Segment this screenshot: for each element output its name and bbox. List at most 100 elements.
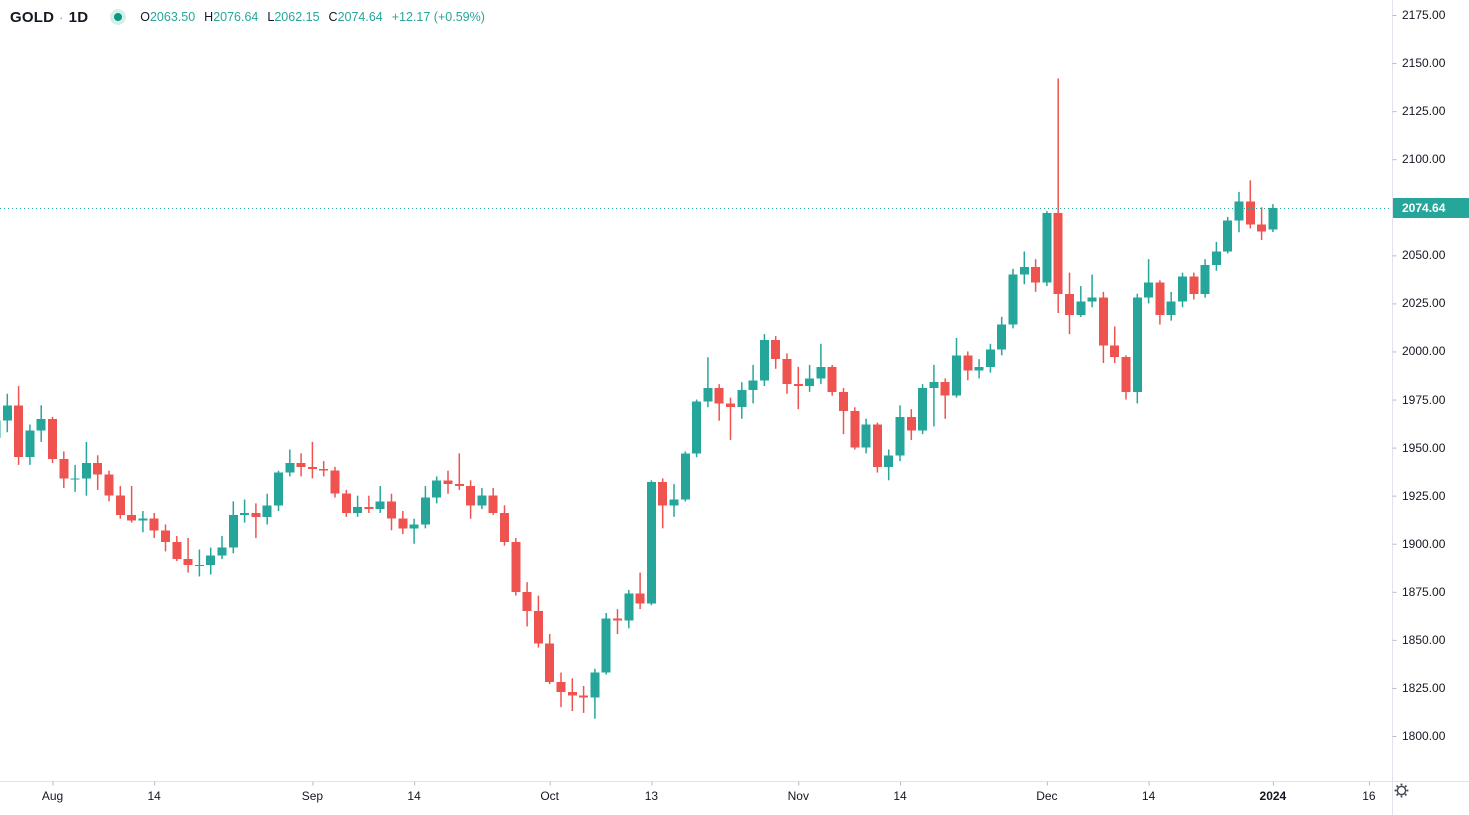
settings-gear-icon[interactable] bbox=[1393, 782, 1410, 799]
candle bbox=[1042, 211, 1052, 287]
candle bbox=[420, 486, 430, 529]
price-tick-label: 1850.00 bbox=[1402, 632, 1446, 647]
candle bbox=[1132, 293, 1142, 404]
candle bbox=[1257, 207, 1267, 240]
price-tick-label: 1950.00 bbox=[1402, 440, 1446, 455]
candle bbox=[624, 589, 634, 629]
candle bbox=[906, 409, 916, 440]
time-tick-label: 14 bbox=[893, 789, 907, 803]
candle bbox=[466, 480, 476, 519]
candle bbox=[364, 495, 374, 513]
candle bbox=[1031, 259, 1041, 292]
candle bbox=[839, 387, 848, 435]
market-status-dot-icon[interactable] bbox=[110, 9, 127, 25]
ohlc-values: O2063.50 H2076.64 L2062.15 C2074.64 +12.17 (… bbox=[140, 10, 485, 24]
candle bbox=[217, 536, 227, 560]
candle bbox=[579, 686, 589, 713]
gear-tooth bbox=[1395, 784, 1399, 788]
candle bbox=[1053, 78, 1063, 314]
axis-settings-corner[interactable] bbox=[1393, 782, 1469, 815]
candle bbox=[206, 547, 216, 575]
time-tick-label: Oct bbox=[540, 789, 560, 803]
price-tick-label: 2050.00 bbox=[1402, 248, 1446, 263]
candle bbox=[748, 364, 758, 404]
candle bbox=[398, 511, 408, 535]
ohlc-h-value: H2076.64 bbox=[204, 10, 258, 24]
candle bbox=[409, 518, 419, 544]
candle bbox=[387, 493, 396, 531]
candle bbox=[14, 386, 24, 465]
candle bbox=[319, 461, 329, 477]
symbol-title[interactable]: GOLD · 1D bbox=[10, 9, 88, 26]
candle bbox=[974, 359, 984, 379]
candle bbox=[782, 353, 792, 394]
candle bbox=[1121, 355, 1131, 400]
candle bbox=[884, 449, 894, 481]
candle bbox=[488, 487, 498, 515]
candle bbox=[918, 384, 928, 435]
change-value: +12.17 (+0.59%) bbox=[391, 10, 485, 24]
candle bbox=[759, 334, 769, 387]
candle bbox=[70, 464, 80, 492]
candle bbox=[680, 451, 690, 502]
ohlc-c-value: C2074.64 bbox=[329, 10, 383, 24]
ohlc-key: L bbox=[267, 10, 275, 24]
candle bbox=[115, 486, 125, 519]
candle bbox=[1110, 326, 1120, 364]
candle bbox=[793, 366, 803, 410]
candle bbox=[36, 405, 46, 442]
time-tick-label: 2024 bbox=[1259, 789, 1287, 803]
candle bbox=[1234, 191, 1244, 233]
candle bbox=[149, 512, 159, 538]
candle bbox=[0, 420, 1, 438]
interval-label: 1D bbox=[68, 8, 89, 26]
legend: GOLD · 1D O2063.50 H2076.64 L2062.15 C2074.… bbox=[10, 6, 485, 28]
candle bbox=[771, 336, 781, 369]
candle bbox=[375, 486, 385, 513]
ohlc-key: H bbox=[204, 10, 214, 24]
candle bbox=[545, 634, 555, 685]
candle bbox=[669, 484, 679, 517]
time-tick-label: Dec bbox=[1036, 789, 1058, 803]
candle bbox=[172, 536, 182, 562]
candle bbox=[443, 470, 453, 494]
candle bbox=[307, 441, 317, 479]
candle bbox=[48, 416, 57, 463]
candle bbox=[1008, 268, 1018, 329]
candle bbox=[952, 338, 961, 398]
candle bbox=[985, 343, 995, 373]
gear-tooth bbox=[1404, 784, 1408, 788]
candle bbox=[658, 478, 668, 529]
candle bbox=[601, 612, 611, 675]
price-tick-label: 2150.00 bbox=[1402, 56, 1446, 71]
candle bbox=[1211, 241, 1221, 271]
candle bbox=[567, 678, 577, 712]
candle bbox=[511, 537, 521, 596]
candle bbox=[1245, 180, 1255, 229]
candle bbox=[477, 487, 487, 510]
price-tick-label: 2125.00 bbox=[1402, 104, 1446, 119]
candle bbox=[1076, 286, 1086, 317]
time-tick-label: 16 bbox=[1362, 789, 1376, 803]
legend-separator: · bbox=[59, 9, 64, 25]
candle bbox=[1166, 291, 1176, 321]
ohlc-key: C bbox=[328, 10, 338, 24]
candle bbox=[940, 378, 950, 419]
candle bbox=[861, 418, 871, 454]
candle bbox=[703, 357, 713, 408]
price-tick-label: 2100.00 bbox=[1402, 152, 1446, 167]
candle bbox=[1155, 280, 1165, 325]
candle bbox=[805, 364, 815, 392]
candle bbox=[432, 476, 442, 504]
candle bbox=[816, 343, 826, 385]
time-tick-label: 14 bbox=[1141, 789, 1156, 803]
ohlc-key: O bbox=[140, 10, 150, 24]
candle bbox=[285, 449, 295, 477]
gear-tooth bbox=[1404, 793, 1408, 797]
candle bbox=[590, 668, 600, 719]
price-tick-label: 1825.00 bbox=[1402, 680, 1446, 695]
candle bbox=[556, 672, 566, 708]
candle bbox=[1065, 272, 1074, 335]
